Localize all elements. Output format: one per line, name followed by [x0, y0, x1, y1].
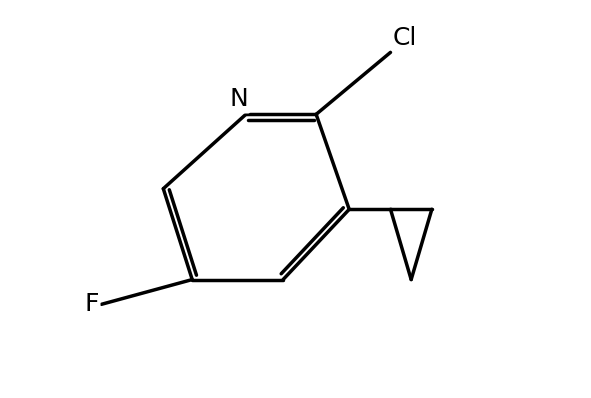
Text: N: N [229, 87, 248, 111]
Text: Cl: Cl [392, 26, 417, 50]
Text: F: F [85, 293, 99, 316]
